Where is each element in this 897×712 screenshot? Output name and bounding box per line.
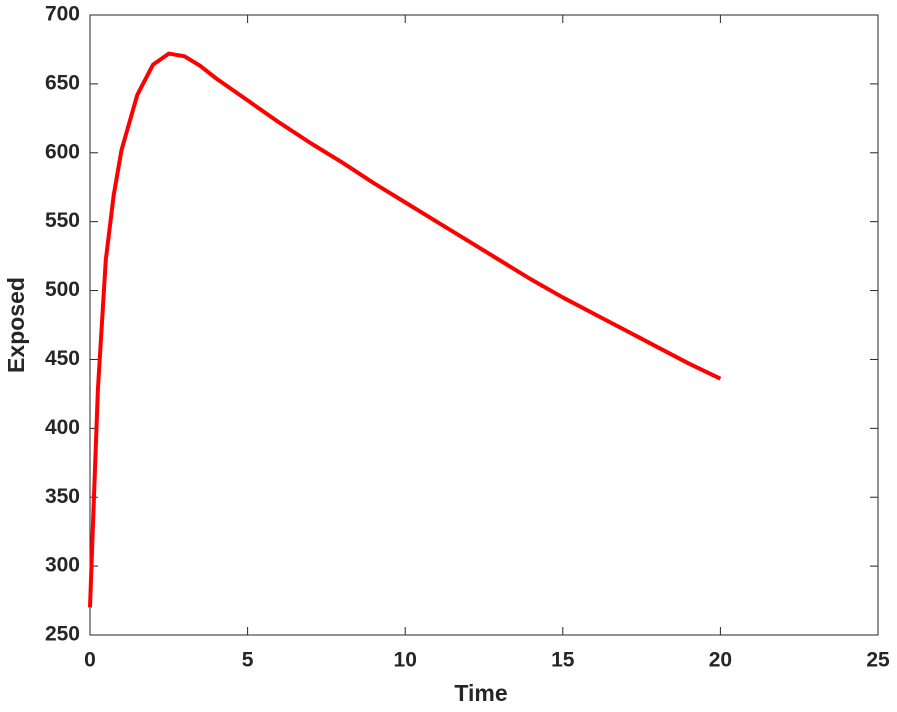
x-tick-label: 25 <box>866 649 890 672</box>
x-axis-label: Time <box>454 680 507 706</box>
y-tick-label: 600 <box>45 140 80 163</box>
y-tick-label: 400 <box>45 416 80 439</box>
y-tick-label: 650 <box>45 71 80 94</box>
x-tick-label: 10 <box>394 649 417 672</box>
plot-frame <box>89 14 879 636</box>
y-tick-label: 450 <box>45 347 80 370</box>
y-tick-label: 350 <box>45 485 80 508</box>
data-line <box>88 51 722 608</box>
x-tick-label: 0 <box>84 649 96 672</box>
y-tick-label: 300 <box>45 554 80 577</box>
x-tick-label: 20 <box>709 649 732 672</box>
y-tick-label: 550 <box>45 209 80 232</box>
y-axis-label: Exposed <box>3 277 29 373</box>
y-tick-label: 500 <box>45 278 80 301</box>
x-tick-label: 15 <box>551 649 575 672</box>
y-tick-label: 700 <box>45 3 80 26</box>
y-tick-label: 250 <box>45 623 80 646</box>
x-tick-label: 5 <box>242 649 254 672</box>
